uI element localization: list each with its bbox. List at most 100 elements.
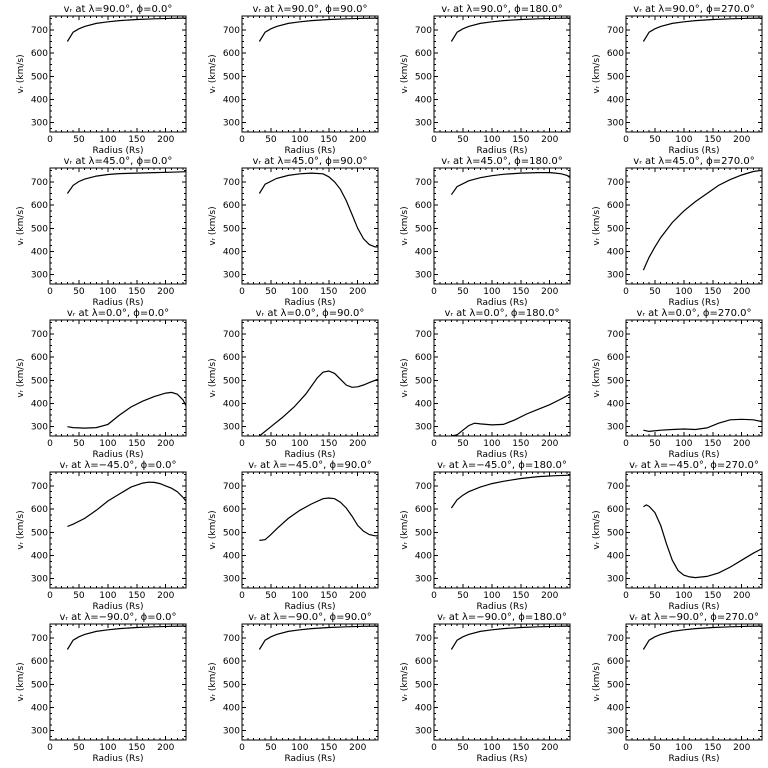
y-tick-label: 400: [415, 96, 432, 106]
x-axis-label: Radius (Rs): [668, 450, 719, 460]
y-tick-label: 500: [415, 528, 432, 538]
series-line: [258, 17, 378, 42]
y-tick-label: 700: [223, 482, 240, 492]
y-tick-label: 400: [223, 248, 240, 258]
x-axis-label: Radius (Rs): [476, 450, 527, 460]
y-tick-label: 500: [31, 72, 48, 82]
y-axis-label: vᵣ (km/s): [208, 206, 218, 245]
y-tick-label: 700: [607, 634, 624, 644]
x-tick-label: 200: [349, 591, 366, 601]
y-tick-label: 600: [607, 657, 624, 667]
x-tick-label: 150: [704, 287, 721, 297]
y-axis-label: vᵣ (km/s): [400, 510, 410, 549]
y-tick-label: 300: [31, 119, 48, 129]
y-tick-label: 300: [607, 119, 624, 129]
y-tick-label: 300: [31, 423, 48, 433]
y-tick-label: 500: [223, 680, 240, 690]
panel-2-2: vᵣ at λ=45.0°, ϕ=90.0° 0 50 100 150 200 300 400…: [208, 156, 379, 308]
y-axis-label: vᵣ (km/s): [208, 662, 218, 701]
panel-2-1: vᵣ at λ=45.0°, ϕ=0.0° 0 50 100 150 200 300 400 5…: [16, 156, 187, 308]
y-axis-label: vᵣ (km/s): [400, 54, 410, 93]
y-axis-label: vᵣ (km/s): [592, 54, 602, 93]
panel-5-3: vᵣ at λ=−90.0°, ϕ=180.0° 0 50 100 150 200 300 4…: [400, 612, 571, 764]
x-tick-label: 0: [431, 135, 437, 145]
series-line: [450, 172, 570, 196]
x-tick-label: 0: [47, 439, 53, 449]
y-tick-label: 700: [415, 26, 432, 36]
y-tick-label: 700: [223, 26, 240, 36]
panel-title: vᵣ at λ=−45.0°, ϕ=270.0°: [629, 460, 759, 471]
y-tick-label: 500: [607, 72, 624, 82]
y-axis-label: vᵣ (km/s): [208, 510, 218, 549]
x-tick-label: 100: [675, 743, 692, 753]
plot-frame: [49, 471, 187, 589]
x-tick-label: 150: [704, 439, 721, 449]
series-line: [450, 17, 570, 42]
panel-title: vᵣ at λ=45.0°, ϕ=180.0°: [441, 156, 562, 167]
panel-1-3: vᵣ at λ=90.0°, ϕ=180.0° 0 50 100 150 200 300 40…: [400, 4, 571, 156]
y-tick-label: 300: [607, 423, 624, 433]
y-tick-label: 500: [607, 224, 624, 234]
y-tick-label: 300: [223, 119, 240, 129]
x-tick-label: 100: [99, 439, 116, 449]
x-tick-label: 150: [512, 743, 529, 753]
x-axis-label: Radius (Rs): [476, 602, 527, 612]
x-tick-label: 200: [541, 135, 558, 145]
y-tick-label: 600: [223, 505, 240, 515]
y-tick-label: 500: [31, 528, 48, 538]
panel-title: vᵣ at λ=45.0°, ϕ=90.0°: [252, 156, 367, 167]
y-tick-label: 700: [223, 178, 240, 188]
plot-frame: [241, 167, 379, 285]
y-axis-label: vᵣ (km/s): [16, 358, 26, 397]
x-tick-label: 0: [239, 591, 245, 601]
y-axis-label: vᵣ (km/s): [208, 358, 218, 397]
x-tick-label: 150: [128, 439, 145, 449]
y-tick-label: 700: [223, 330, 240, 340]
x-axis-label: Radius (Rs): [668, 754, 719, 764]
x-tick-label: 100: [483, 743, 500, 753]
y-tick-label: 300: [31, 271, 48, 281]
x-tick-label: 50: [457, 287, 469, 297]
y-tick-label: 600: [223, 657, 240, 667]
x-tick-label: 150: [512, 591, 529, 601]
plot-frame: [49, 623, 187, 741]
x-tick-label: 150: [512, 135, 529, 145]
x-tick-label: 50: [265, 135, 277, 145]
x-axis-label: Radius (Rs): [92, 602, 143, 612]
plot-frame: [625, 15, 763, 133]
y-tick-label: 500: [415, 72, 432, 82]
y-axis-label: vᵣ (km/s): [400, 662, 410, 701]
x-tick-label: 100: [675, 591, 692, 601]
panel-5-1: vᵣ at λ=−90.0°, ϕ=0.0° 0 50 100 150 200 300 400…: [16, 612, 187, 764]
series-line: [642, 169, 762, 271]
y-axis-label: vᵣ (km/s): [208, 54, 218, 93]
x-tick-label: 100: [291, 135, 308, 145]
panel-5-4: vᵣ at λ=−90.0°, ϕ=270.0° 0 50 100 150 200 300 4…: [592, 612, 763, 764]
panel-title: vᵣ at λ=90.0°, ϕ=90.0°: [252, 4, 367, 15]
y-tick-label: 300: [223, 423, 240, 433]
y-tick-label: 400: [415, 552, 432, 562]
series-line: [642, 17, 762, 42]
plot-frame: [625, 167, 763, 285]
y-tick-label: 300: [223, 575, 240, 585]
y-tick-label: 300: [415, 423, 432, 433]
y-tick-label: 500: [415, 680, 432, 690]
plot-frame: [433, 15, 571, 133]
panel-4-3: vᵣ at λ=−45.0°, ϕ=180.0° 0 50 100 150 200 300 4…: [400, 460, 571, 612]
x-tick-label: 50: [73, 439, 85, 449]
y-tick-label: 600: [223, 201, 240, 211]
y-tick-label: 400: [607, 400, 624, 410]
x-tick-label: 50: [649, 439, 661, 449]
x-tick-label: 150: [320, 743, 337, 753]
x-tick-label: 200: [541, 743, 558, 753]
x-axis-label: Radius (Rs): [476, 146, 527, 156]
panel-title: vᵣ at λ=−90.0°, ϕ=270.0°: [629, 612, 759, 623]
x-axis-label: Radius (Rs): [668, 602, 719, 612]
x-tick-label: 100: [291, 743, 308, 753]
y-tick-label: 700: [415, 178, 432, 188]
x-axis-label: Radius (Rs): [668, 298, 719, 308]
x-tick-label: 150: [320, 439, 337, 449]
series-line: [258, 625, 378, 650]
series-line: [450, 474, 570, 509]
